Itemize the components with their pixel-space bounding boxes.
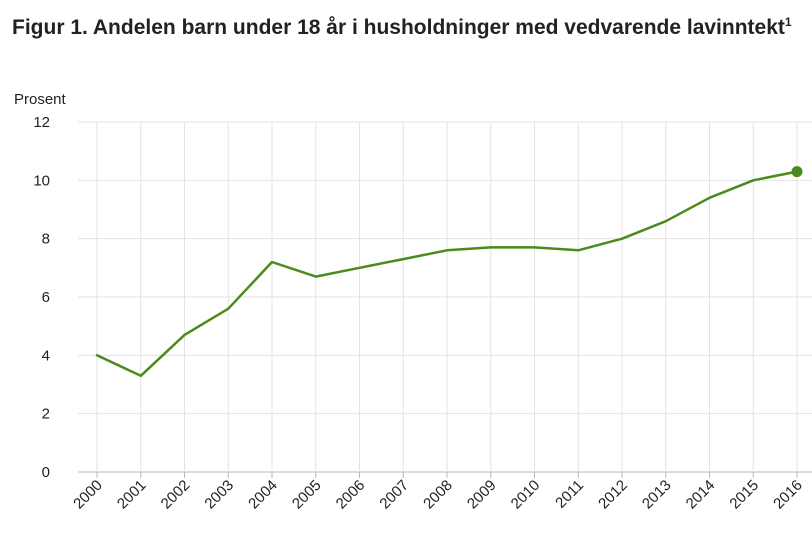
- series-line: [95, 170, 799, 378]
- x-tick-label: 2000: [70, 477, 106, 513]
- x-tick-label: 2005: [289, 477, 325, 513]
- x-tick-label: 2016: [770, 477, 806, 513]
- series-layer: [95, 166, 803, 378]
- x-tick-label: 2009: [464, 477, 500, 513]
- x-tick-label: 2004: [245, 477, 281, 513]
- x-tick-label: 2012: [595, 477, 631, 513]
- y-tick-label: 8: [42, 231, 50, 248]
- y-tick-labels: 0 2 4 6 8 10 12: [33, 114, 50, 481]
- x-tick-label: 2015: [726, 477, 762, 513]
- x-tick-label: 2002: [158, 477, 194, 513]
- x-tick-label: 2003: [201, 477, 237, 513]
- grid-lines: [78, 121, 812, 478]
- last-point-marker[interactable]: [791, 166, 803, 178]
- y-tick-label: 0: [42, 464, 50, 481]
- x-tick-label: 2007: [376, 477, 412, 513]
- y-axis-label: Prosent: [14, 91, 66, 108]
- x-tick-label: 2006: [333, 477, 369, 513]
- x-tick-label: 2013: [639, 477, 675, 513]
- y-tick-label: 10: [33, 172, 50, 189]
- x-tick-label: 2010: [508, 477, 544, 513]
- x-tick-label: 2008: [420, 477, 456, 513]
- x-tick-labels: 2000 2001 2002 2003 2004 2005 2006 2007 2008 2009…: [70, 477, 806, 513]
- chart-title-text: Figur 1. Andelen barn under 18 år i hush…: [12, 16, 785, 39]
- x-tick-label: 2014: [683, 477, 719, 513]
- y-tick-label: 4: [42, 347, 50, 364]
- x-tick-label: 2001: [114, 477, 150, 513]
- y-tick-label: 6: [42, 289, 50, 306]
- chart-title: Figur 1. Andelen barn under 18 år i hush…: [12, 8, 792, 42]
- x-tick-label: 2011: [552, 477, 587, 512]
- y-tick-label: 2: [42, 406, 50, 423]
- y-tick-label: 12: [33, 114, 50, 131]
- title-footnote-marker: 1: [784, 15, 792, 29]
